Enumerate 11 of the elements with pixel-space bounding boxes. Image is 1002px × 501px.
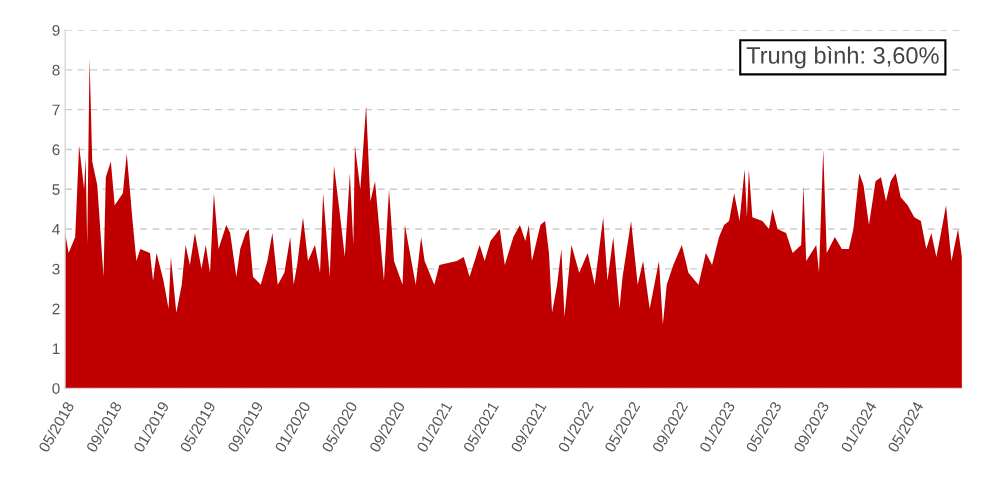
y-tick-label: 0 xyxy=(52,383,60,394)
y-tick-label: 1 xyxy=(52,343,60,355)
y-tick-label: 7 xyxy=(52,104,60,116)
y-tick-label: 3 xyxy=(52,263,60,275)
y-tick-label: 9 xyxy=(52,24,60,36)
y-tick-label: 6 xyxy=(52,144,60,156)
y-tick-label: 5 xyxy=(52,184,60,195)
y-tick-label: 8 xyxy=(52,64,60,76)
y-tick-label: 4 xyxy=(52,224,60,235)
annotation: Trung bình: 3,60% xyxy=(746,46,939,69)
y-tick-label: 2 xyxy=(52,303,60,315)
